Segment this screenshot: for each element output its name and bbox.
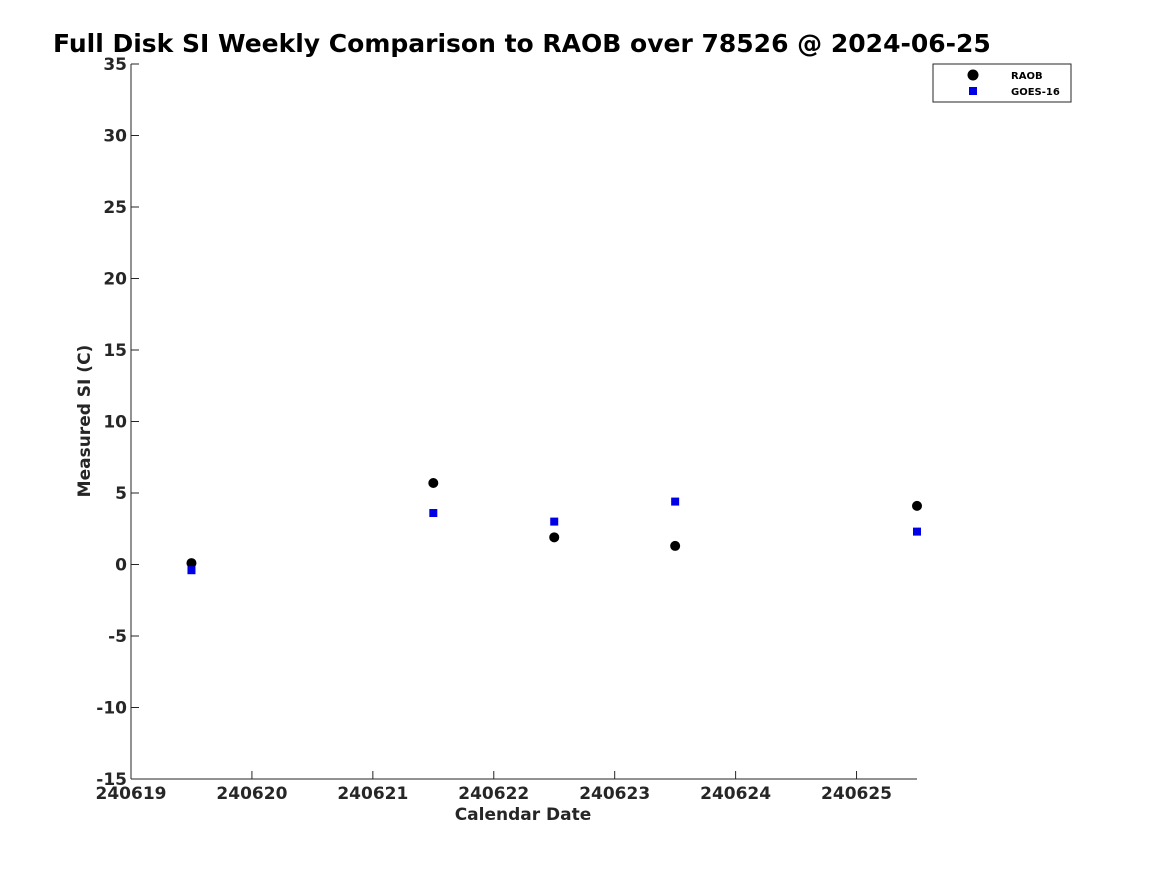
raob-point xyxy=(670,540,681,551)
y-tick-label: -15 xyxy=(96,770,127,790)
goes-16-point xyxy=(187,566,196,575)
raob-point xyxy=(428,477,439,488)
x-axis-ticks: 240619 240620 240621 240622 240623 240624 2406… xyxy=(96,771,892,804)
y-tick-label: -10 xyxy=(96,699,127,719)
y-tick-label: 35 xyxy=(103,55,127,75)
goes-16-point xyxy=(550,517,559,526)
data-points xyxy=(186,477,922,575)
x-tick-label: 240622 xyxy=(458,784,529,804)
x-tick-label: 240619 xyxy=(96,784,167,804)
legend: RAOB GOES-16 xyxy=(932,63,1072,103)
raob-point xyxy=(549,532,560,543)
goes-16-point xyxy=(429,509,438,518)
x-tick-label: 240621 xyxy=(337,784,408,804)
axes xyxy=(130,64,917,780)
legend-raob-label: RAOB xyxy=(1011,71,1043,82)
legend-goes16-marker xyxy=(969,87,977,95)
y-tick-label: 5 xyxy=(115,484,127,504)
x-tick-label: 240623 xyxy=(579,784,650,804)
legend-box xyxy=(932,63,1072,103)
y-tick-label: 15 xyxy=(103,341,127,361)
chart-title: Full Disk SI Weekly Comparison to RAOB o… xyxy=(53,29,991,58)
goes-16-point xyxy=(671,497,680,506)
y-tick-label: 0 xyxy=(115,556,127,576)
y-tick-label: 20 xyxy=(103,270,127,290)
y-tick-label: 30 xyxy=(103,127,127,147)
goes-16-point xyxy=(913,527,921,536)
y-axis-ticks: -15 -10 -5 0 5 10 15 20 25 30 35 xyxy=(96,55,139,790)
x-tick-label: 240624 xyxy=(700,784,771,804)
raob-point xyxy=(186,558,197,569)
y-tick-label: 25 xyxy=(103,198,127,218)
raob-point xyxy=(912,500,922,511)
x-tick-label: 240625 xyxy=(821,784,892,804)
y-tick-label: -5 xyxy=(108,627,127,647)
y-tick-label: 10 xyxy=(103,413,127,433)
x-tick-label: 240620 xyxy=(216,784,287,804)
legend-goes16-label: GOES-16 xyxy=(1011,87,1060,98)
x-axis-title: Calendar Date xyxy=(455,805,592,825)
legend-raob-marker xyxy=(967,69,979,81)
y-axis-title: Measured SI (C) xyxy=(75,345,95,498)
